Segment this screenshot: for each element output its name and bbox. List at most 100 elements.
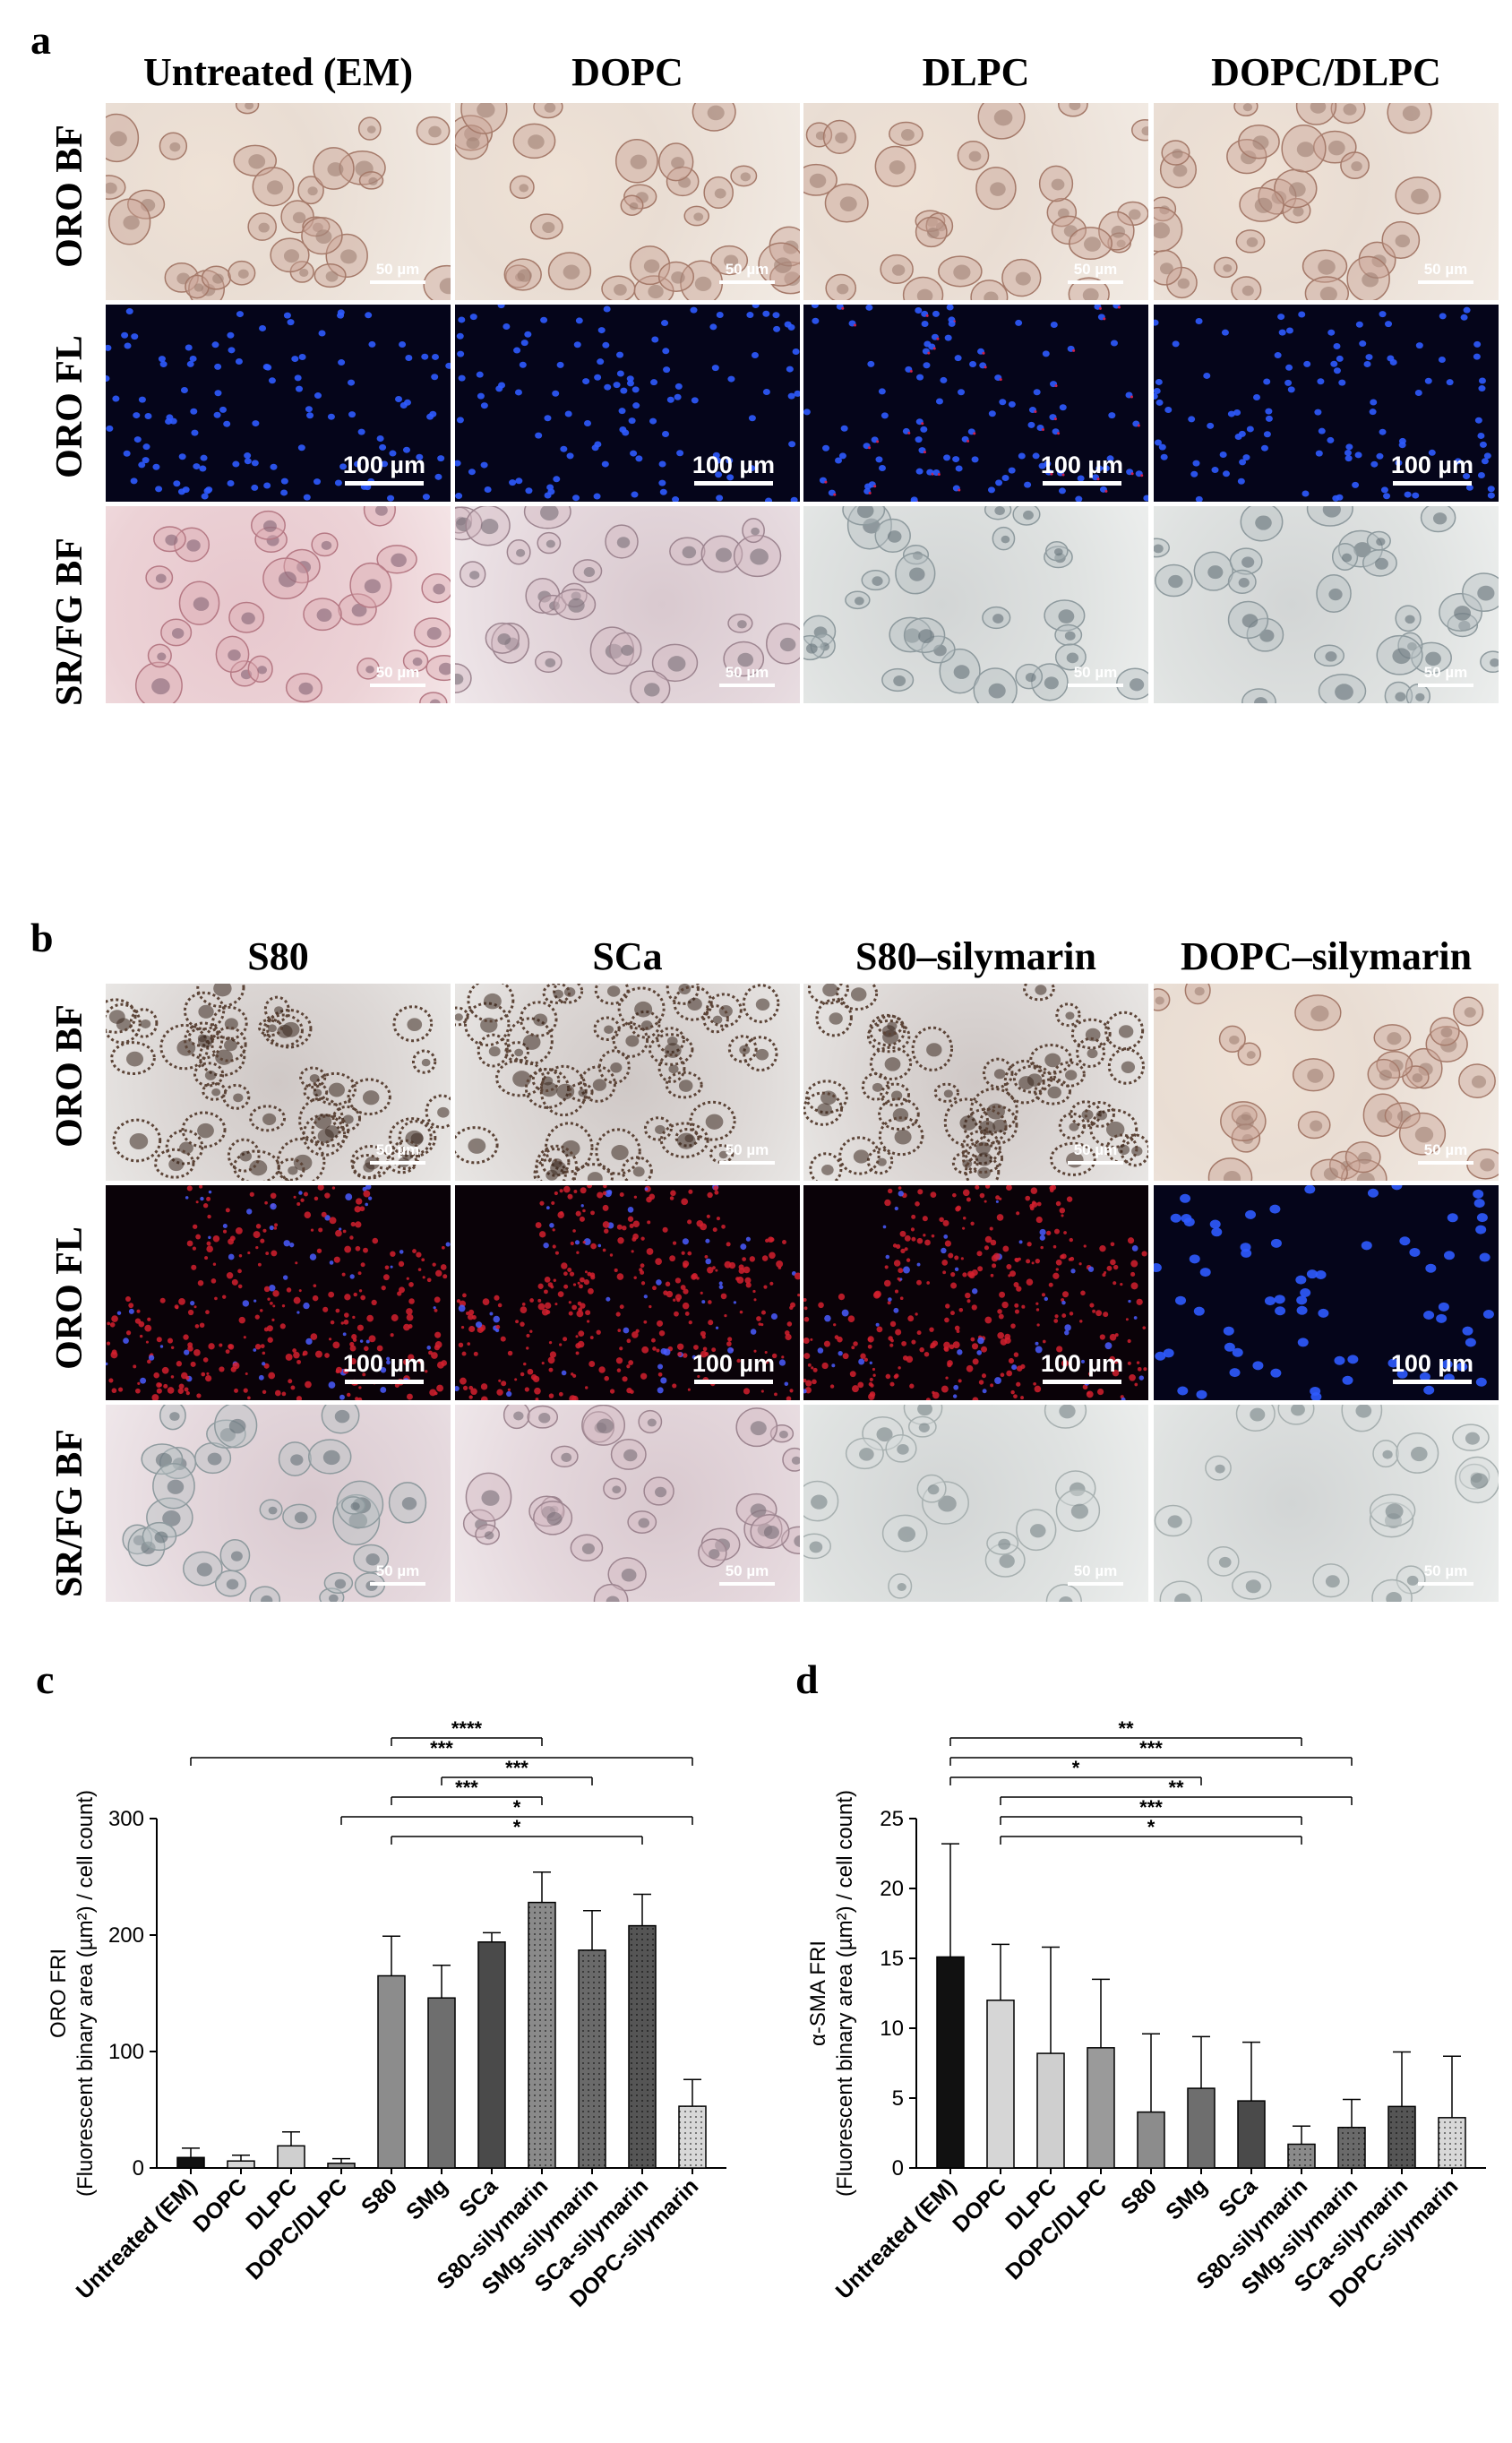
micrograph-a-untreated-srfg-bf: 50 µm: [106, 506, 451, 703]
panel-b-row-srfg-bf: SR/FG BF: [49, 1429, 90, 1597]
bar: [427, 1997, 456, 2169]
micrograph-b-dopcsil-oro-bf: 50 µm: [1154, 984, 1499, 1181]
micrograph-a-dopc-oro-fl: 100 µm: [455, 305, 800, 502]
sig-label: ***: [505, 1757, 528, 1779]
scalebar: 50 µm: [1068, 1141, 1123, 1165]
scalebar: 50 µm: [370, 261, 425, 284]
y-tick-label: 200: [108, 1923, 144, 1948]
y-axis-label: α-SMA FRI: [806, 1940, 830, 2046]
scalebar: 50 µm: [1068, 664, 1123, 687]
scalebar: 50 µm: [719, 664, 775, 687]
panel-a-row-oro-bf: ORO BF: [49, 125, 90, 268]
bar: [1187, 2087, 1216, 2169]
cell-texture: [106, 1185, 451, 1400]
panel-a-col-3: DLPC: [922, 50, 1030, 94]
y-tick-label: 10: [880, 2017, 904, 2041]
bar-pattern: [579, 1949, 606, 2168]
cell-texture: [803, 1405, 1101, 1602]
panel-b-col-1: S80: [247, 934, 309, 978]
scalebar: 50 µm: [719, 261, 775, 284]
sig-label: ***: [1139, 1737, 1163, 1759]
micrograph-b-s80-srfg-bf: 50 µm: [106, 1405, 451, 1602]
bar: [227, 2160, 255, 2169]
scalebar: 50 µm: [370, 664, 425, 687]
bar-pattern: [1338, 2127, 1365, 2168]
micrograph-a-dopcdlpc-oro-bf: 50 µm: [1154, 103, 1499, 300]
bar: [477, 1941, 506, 2169]
cell-texture: [803, 103, 1148, 300]
scalebar: 100 µm: [343, 1350, 425, 1384]
x-tick-label: DOPC: [948, 2173, 1011, 2237]
sig-label: *: [513, 1816, 521, 1838]
micrograph-b-s80-oro-bf: 50 µm: [106, 984, 451, 1181]
x-tick-label: SMg: [401, 2173, 452, 2224]
y-tick-label: 25: [880, 1807, 904, 1831]
panel-b-letter: b: [30, 915, 54, 960]
panel-a-row-srfg-bf: SR/FG BF: [49, 538, 90, 706]
micrograph-a-dlpc-srfg-bf: 50 µm: [803, 506, 1148, 703]
panel-a-col-2: DOPC: [571, 50, 683, 94]
scalebar: 100 µm: [1391, 1350, 1473, 1384]
sig-label: *: [1147, 1816, 1155, 1838]
y-axis-label: ORO FRI: [47, 1948, 71, 2038]
micrograph-b-sca-srfg-bf: 50 µm: [455, 1405, 800, 1602]
sig-label: ****: [451, 1717, 483, 1740]
panel-a-col-1: Untreated (EM): [143, 50, 413, 94]
sig-label: *: [1072, 1757, 1080, 1779]
bar: [1137, 2111, 1165, 2169]
cell-texture: [106, 103, 451, 300]
micrograph-a-untreated-oro-fl: 100 µm: [106, 305, 451, 502]
micrograph-b-sca-oro-bf: 50 µm: [455, 984, 800, 1181]
scalebar: 100 µm: [343, 452, 425, 486]
bar: [1237, 2100, 1266, 2169]
cell-texture: [1154, 984, 1499, 1181]
y-axis-label-2: (Fluorescent binary area (µm²) / cell co…: [833, 1790, 857, 2197]
y-tick-label: 100: [108, 2040, 144, 2064]
sig-label: *: [513, 1796, 521, 1819]
cell-texture: [134, 506, 451, 703]
scalebar: 50 µm: [1418, 1562, 1473, 1586]
micrograph-a-dopc-srfg-bf: 50 µm: [455, 506, 800, 703]
panel-a-col-4: DOPC/DLPC: [1211, 50, 1441, 94]
sig-label: **: [1118, 1717, 1134, 1740]
sig-label: ***: [1139, 1796, 1163, 1819]
scalebar: 50 µm: [1418, 1141, 1473, 1165]
cell-texture: [1154, 1185, 1494, 1400]
micrograph-a-dlpc-oro-bf: 50 µm: [803, 103, 1148, 300]
chart-c: ORO FRI (Fluorescent binary area (µm²) / …: [47, 1717, 726, 2312]
y-tick-label: 300: [108, 1807, 144, 1831]
cell-texture: [455, 1185, 800, 1400]
bar-pattern: [1288, 2144, 1315, 2168]
bar: [327, 2163, 356, 2169]
bar: [936, 1956, 965, 2169]
micrograph-b-s80-oro-fl: 100 µm: [106, 1185, 451, 1400]
cell-texture: [122, 1405, 427, 1602]
panel-b-row-oro-bf: ORO BF: [49, 1004, 90, 1148]
x-tick-label: SMg: [1161, 2173, 1212, 2224]
cell-texture: [1154, 306, 1495, 502]
scalebar: 50 µm: [719, 1141, 775, 1165]
bar: [1036, 2052, 1065, 2169]
micrograph-b-s80sil-srfg-bf: 50 µm: [803, 1405, 1148, 1602]
panel-b-col-4: DOPC–silymarin: [1180, 934, 1473, 978]
bar: [277, 2145, 305, 2169]
micrograph-a-dopcdlpc-oro-fl: 100 µm: [1154, 305, 1499, 502]
scalebar: 50 µm: [1068, 261, 1123, 284]
scalebar: 50 µm: [1418, 664, 1473, 687]
x-tick-label: S80: [1116, 2173, 1162, 2219]
y-tick-label: 20: [880, 1877, 904, 1901]
x-tick-label: DOPC: [188, 2173, 252, 2237]
bar-pattern: [1439, 2117, 1465, 2168]
scalebar: 100 µm: [1391, 452, 1473, 486]
panel-b-col-2: SCa: [592, 934, 663, 978]
bar: [377, 1974, 406, 2169]
cell-texture: [455, 103, 800, 300]
bar-pattern: [629, 1925, 656, 2168]
scalebar: 100 µm: [1041, 452, 1123, 486]
cell-texture: [803, 1185, 1147, 1400]
scalebar: 100 µm: [1041, 1350, 1123, 1384]
cell-texture: [803, 305, 1148, 502]
bar-pattern: [1388, 2106, 1415, 2168]
panel-c-letter: c: [36, 1656, 55, 1702]
y-tick-label: 15: [880, 1947, 904, 1971]
